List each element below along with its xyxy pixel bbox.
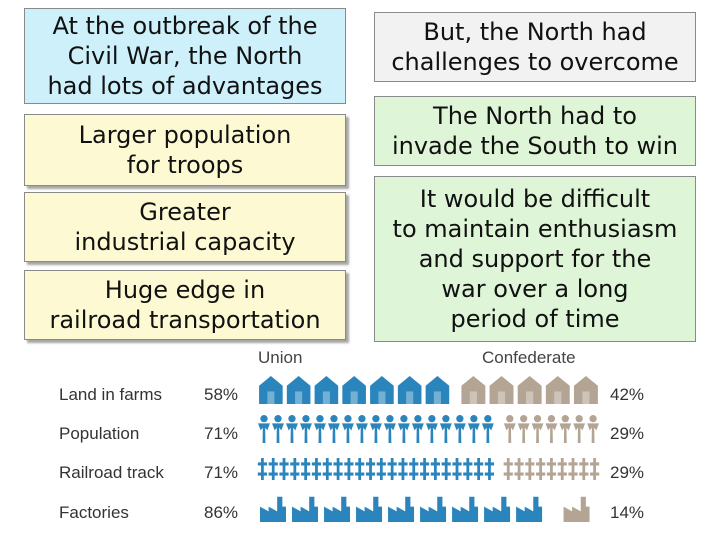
union-person-icon: [481, 415, 494, 443]
union-railroad-track-icon: [290, 458, 300, 480]
union-person-icon: [467, 415, 480, 443]
confederate-percent: 29%: [610, 424, 644, 443]
confederate-railroad-track-icon: [579, 458, 589, 480]
union-factory-icon: [324, 496, 351, 522]
union-railroad-track-icon: [430, 458, 440, 480]
confederate-person-icon: [517, 415, 530, 443]
confederate-railroad-track-icon: [525, 458, 535, 480]
union-person-icon: [425, 415, 438, 443]
union-railroad-track-icon: [441, 458, 451, 480]
union-person-icon: [300, 415, 312, 443]
challenge-maintain-support: It would be difficult to maintain enthus…: [374, 176, 696, 342]
union-railroad-track-icon: [484, 458, 495, 480]
union-factory-icon: [484, 496, 511, 522]
advantage-railroad: Huge edge in railroad transportation: [24, 270, 346, 340]
row-label: Factories: [59, 503, 129, 522]
confederate-person-icon: [573, 415, 586, 443]
union-percent: 71%: [204, 463, 238, 482]
union-barn-icon: [286, 376, 311, 404]
confederate-person-icon: [545, 415, 558, 443]
confederate-barn-icon: [573, 376, 598, 404]
union-factory-icon: [388, 496, 415, 522]
confederate-person-icon: [531, 415, 544, 443]
right-heading-box: But, the North had challenges to overcom…: [374, 12, 696, 82]
union-railroad-track-icon: [376, 458, 386, 480]
union-factory-icon: [452, 496, 479, 522]
union-percent: 71%: [204, 424, 238, 443]
union-person-icon: [328, 415, 340, 443]
union-railroad-track-icon: [387, 458, 397, 480]
row-label: Railroad track: [59, 463, 164, 482]
confederate-railroad-track-icon: [546, 458, 557, 480]
confederate-person-icon: [559, 415, 572, 443]
union-railroad-track-icon: [344, 458, 354, 480]
union-factory-icon: [420, 496, 447, 522]
union-person-icon: [355, 415, 368, 443]
union-railroad-track-icon: [301, 458, 311, 480]
union-person-icon: [411, 415, 424, 443]
challenge-invade-south: The North had to invade the South to win: [374, 96, 696, 166]
row-label: Land in farms: [59, 385, 162, 404]
confederate-percent: 42%: [610, 385, 644, 404]
confederate-railroad-track-icon: [557, 458, 567, 480]
union-railroad-track-icon: [452, 458, 462, 480]
union-railroad-track-icon: [311, 458, 322, 480]
confederate-person-icon: [503, 415, 516, 443]
union-percent: 86%: [204, 503, 238, 522]
union-barn-icon: [397, 376, 422, 404]
confederate-percent: 29%: [610, 463, 644, 482]
confederate-railroad-track-icon: [568, 458, 578, 480]
union-railroad-track-icon: [474, 458, 484, 480]
union-person-icon: [272, 415, 284, 443]
union-railroad-track-icon: [398, 458, 408, 480]
union-barn-icon: [370, 376, 394, 404]
confederate-railroad-track-icon: [536, 458, 546, 480]
union-confederate-pictograph: Union Confederate Land in farms 58% 42% Pop…: [59, 348, 644, 522]
union-factory-icon: [356, 496, 383, 522]
confederate-railroad-track-icon: [503, 458, 513, 480]
confederate-barn-icon: [489, 376, 514, 404]
union-railroad-track-icon: [279, 458, 289, 480]
union-railroad-track-icon: [365, 458, 376, 480]
confederate-person-icon: [587, 415, 599, 443]
advantage-industry: Greater industrial capacity: [24, 192, 346, 262]
union-person-icon: [314, 415, 326, 443]
left-heading-box: At the outbreak of the Civil War, the No…: [24, 8, 346, 104]
confederate-barn-icon: [461, 376, 486, 404]
union-railroad-track-icon: [355, 458, 365, 480]
union-railroad-track-icon: [333, 458, 343, 480]
union-person-icon: [369, 415, 382, 443]
union-railroad-track-icon: [257, 458, 268, 480]
union-factory-icon: [292, 496, 319, 522]
union-person-icon: [383, 415, 396, 443]
confederate-factory-icon: [563, 496, 590, 522]
union-factory-icon: [260, 496, 287, 522]
union-person-icon: [453, 415, 466, 443]
union-person-icon: [439, 415, 452, 443]
row-label: Population: [59, 424, 139, 443]
union-header: Union: [258, 348, 302, 367]
confederate-barn-icon: [545, 376, 570, 404]
union-railroad-track-icon: [322, 458, 332, 480]
confederate-percent: 14%: [610, 503, 644, 522]
confederate-railroad-track-icon: [590, 458, 600, 480]
union-railroad-track-icon: [268, 458, 278, 480]
union-person-icon: [286, 415, 298, 443]
union-person-icon: [258, 415, 270, 443]
confederate-railroad-track-icon: [514, 458, 524, 480]
union-percent: 58%: [204, 385, 238, 404]
union-railroad-track-icon: [463, 458, 473, 480]
union-barn-icon: [425, 376, 450, 404]
union-person-icon: [397, 415, 410, 443]
union-person-icon: [341, 415, 354, 443]
union-barn-icon: [314, 376, 339, 404]
confederate-barn-icon: [517, 376, 542, 404]
union-factory-icon: [516, 496, 543, 522]
union-barn-icon: [342, 376, 366, 404]
union-barn-icon: [259, 376, 283, 404]
advantage-population: Larger population for troops: [24, 114, 346, 186]
confederate-header: Confederate: [482, 348, 576, 367]
union-railroad-track-icon: [419, 458, 430, 480]
union-railroad-track-icon: [409, 458, 419, 480]
